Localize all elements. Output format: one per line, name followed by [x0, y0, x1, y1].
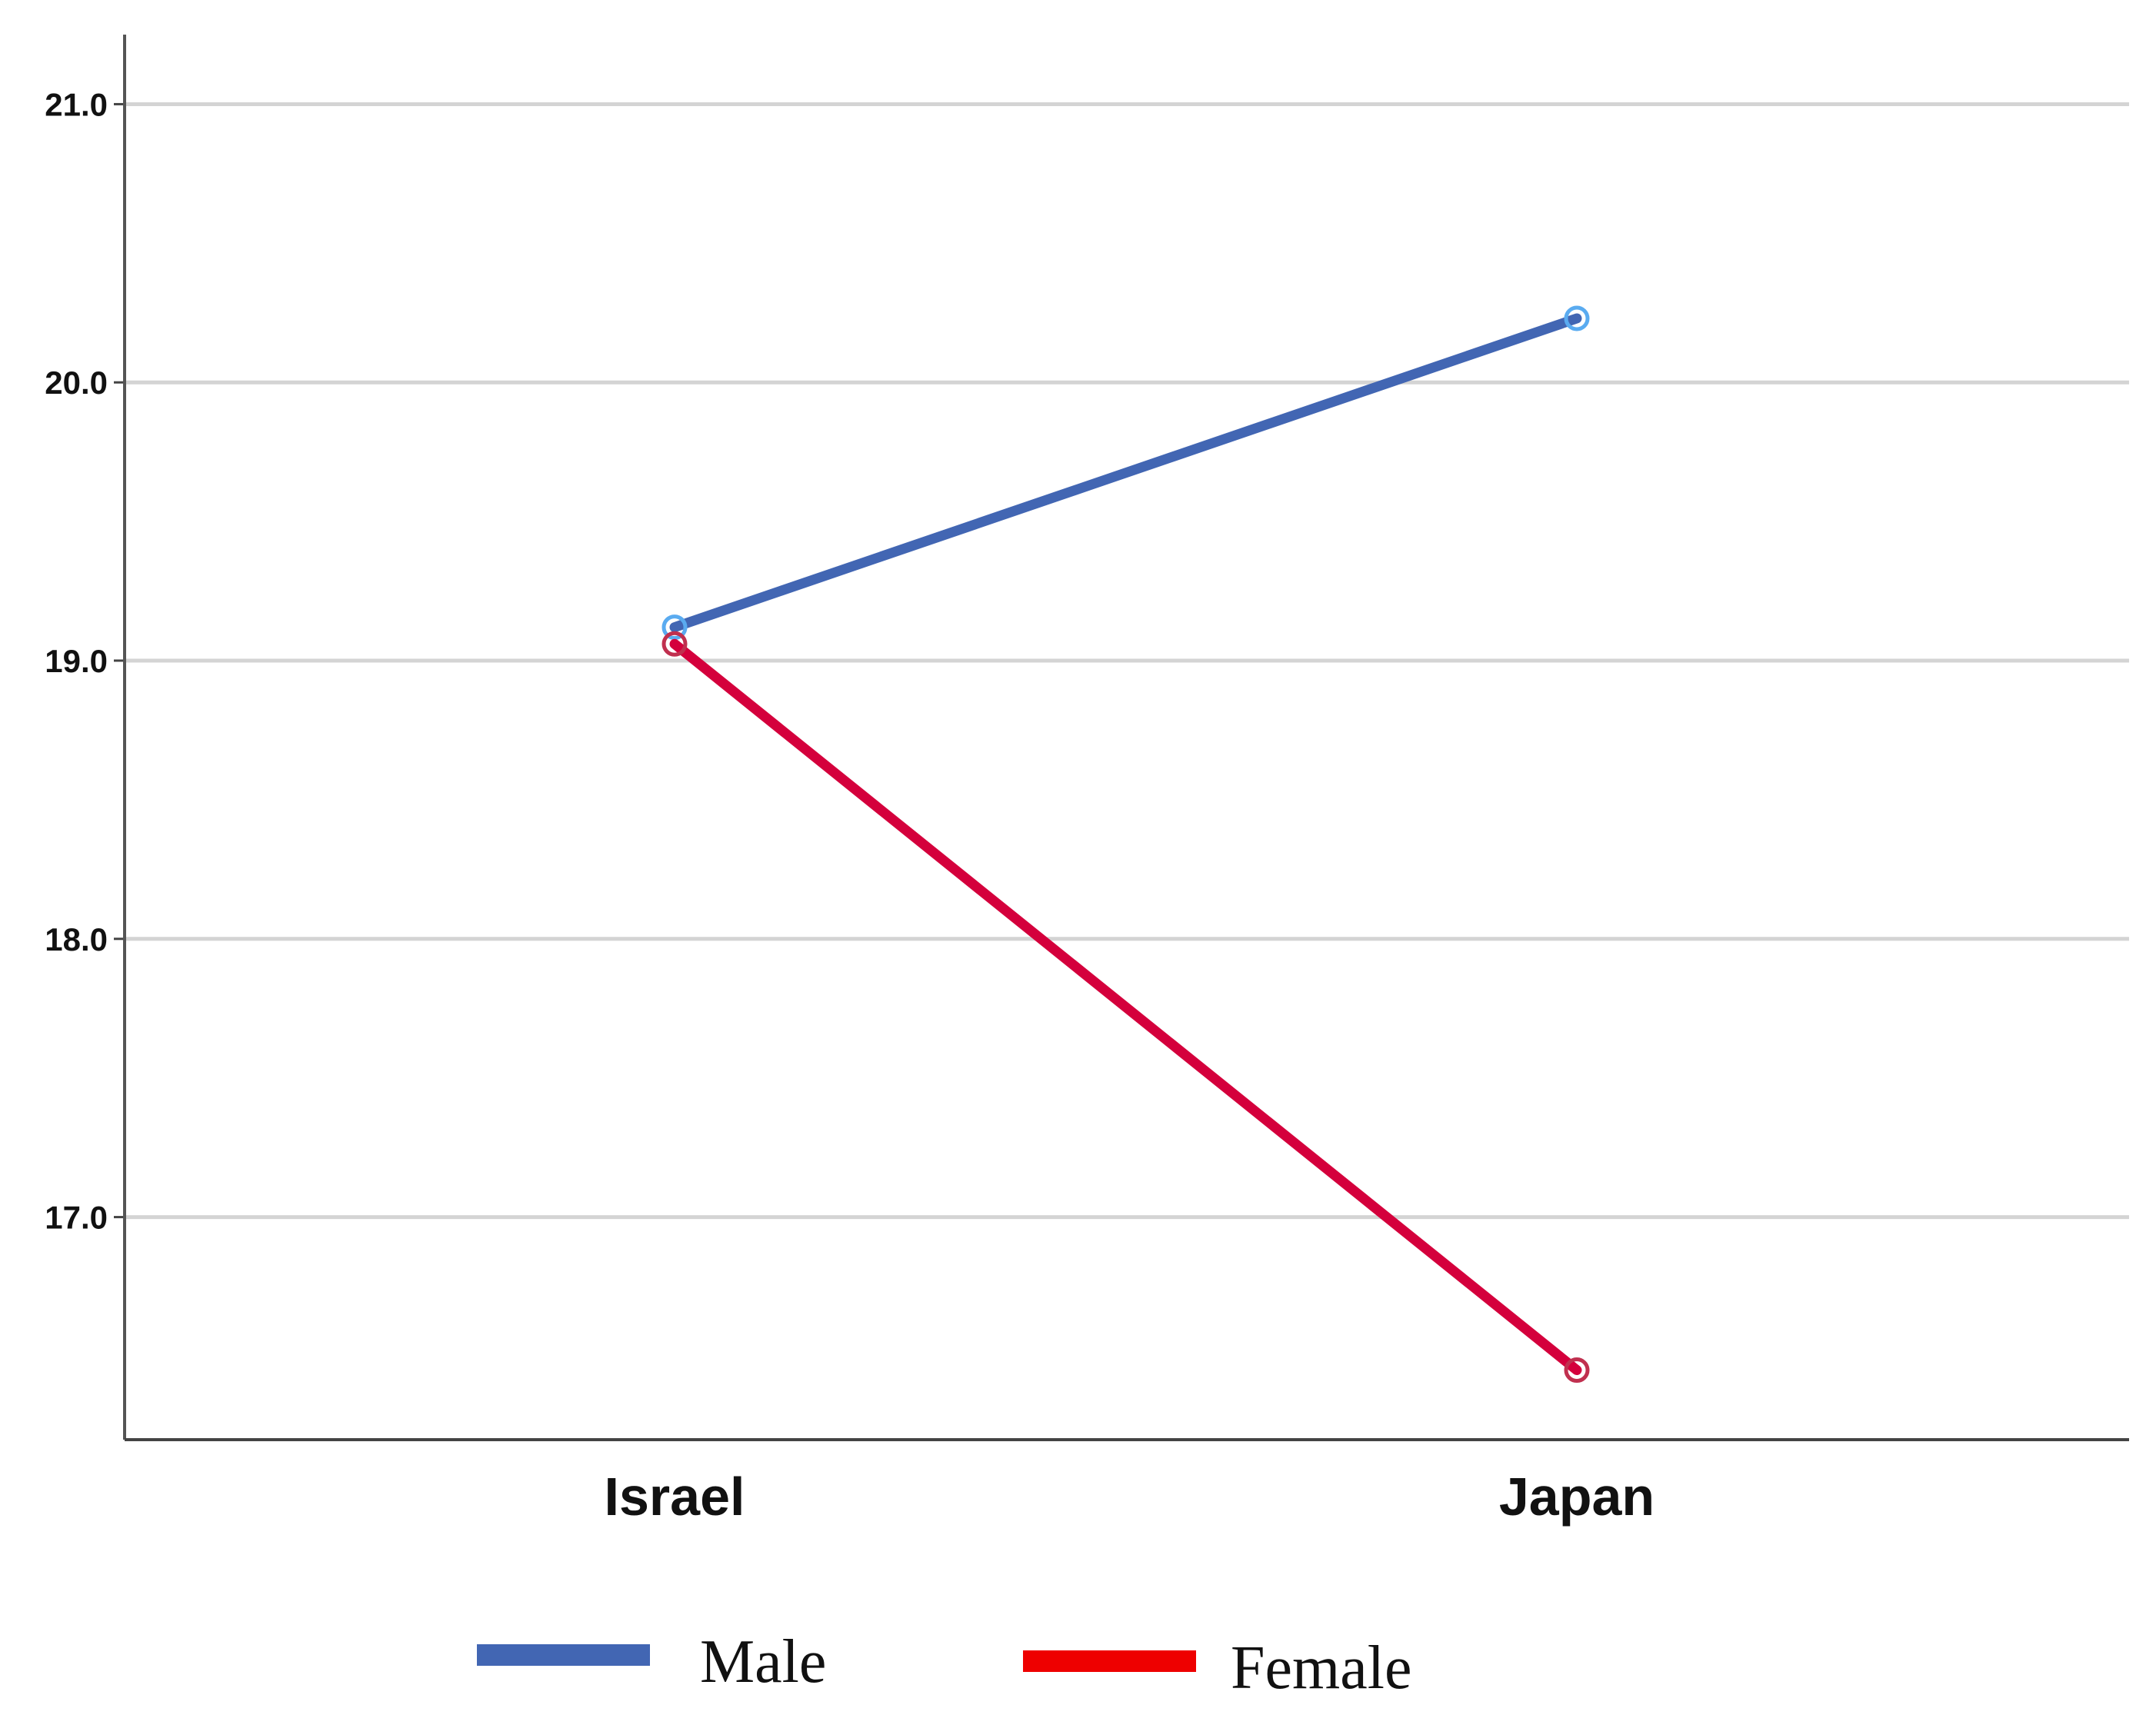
legend-swatch-female — [1023, 1650, 1196, 1672]
x-tick-label: Israel — [605, 1467, 745, 1527]
gridlines — [125, 104, 2129, 1217]
legend: Male Female — [477, 1628, 1411, 1702]
legend-label-female: Female — [1231, 1634, 1411, 1702]
x-tick-labels: Israel Japan — [605, 1467, 1655, 1527]
y-tick-labels: 17.0 18.0 19.0 20.0 21.0 — [45, 86, 108, 1235]
series-line-female — [675, 644, 1577, 1370]
legend-label-male: Male — [700, 1628, 826, 1696]
x-tick-label: Japan — [1499, 1467, 1654, 1527]
y-tick-label: 17.0 — [45, 1200, 108, 1236]
y-tick-label: 21.0 — [45, 86, 108, 122]
axes — [114, 35, 2129, 1440]
series-line-male — [675, 318, 1577, 628]
y-tick-label: 19.0 — [45, 643, 108, 679]
y-tick-label: 18.0 — [45, 921, 108, 957]
legend-swatch-male — [477, 1644, 650, 1666]
series-lines — [664, 308, 1588, 1381]
y-tick-label: 20.0 — [45, 365, 108, 401]
